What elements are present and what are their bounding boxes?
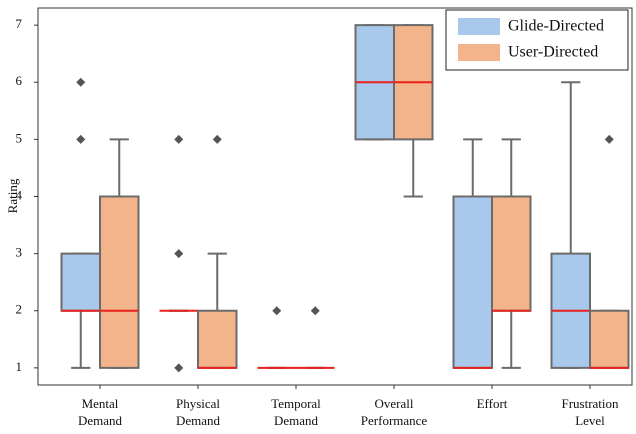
box <box>589 309 630 369</box>
box <box>197 309 238 369</box>
x-tick-label: Temporal <box>271 396 321 411</box>
outlier <box>174 134 184 144</box>
x-tick-label: Level <box>575 413 605 428</box>
legend-label: User-Directed <box>508 44 598 61</box>
y-axis-label: Rating <box>5 178 20 213</box>
x-tick-label: Frustration <box>561 396 619 411</box>
outlier <box>310 306 320 316</box>
x-tick-label: Overall <box>375 396 414 411</box>
legend-swatch <box>458 18 500 35</box>
x-tick-label: Mental <box>82 396 119 411</box>
outlier <box>76 134 86 144</box>
y-tick-label: 1 <box>16 359 23 374</box>
x-tick-label: Demand <box>274 413 319 428</box>
outlier <box>272 306 282 316</box>
y-tick-label: 7 <box>16 16 23 31</box>
box <box>60 252 101 312</box>
y-tick-label: 2 <box>16 302 23 317</box>
outlier <box>212 134 222 144</box>
box <box>491 195 532 312</box>
x-tick-label: Physical <box>176 396 220 411</box>
x-tick-label: Effort <box>477 396 508 411</box>
outlier <box>174 249 184 259</box>
outlier <box>604 134 614 144</box>
legend-swatch <box>458 44 500 61</box>
x-tick-label: Demand <box>78 413 123 428</box>
x-tick-label: Demand <box>176 413 221 428</box>
y-tick-label: 4 <box>16 187 23 202</box>
box <box>99 195 140 369</box>
y-tick-label: 3 <box>16 245 23 260</box>
legend-label: Glide-Directed <box>508 18 604 35</box>
outlier <box>174 363 184 373</box>
x-tick-label: Performance <box>361 413 428 428</box>
outlier <box>76 77 86 87</box>
y-tick-label: 6 <box>16 73 23 88</box>
y-tick-label: 5 <box>16 130 23 145</box>
box <box>452 195 493 369</box>
